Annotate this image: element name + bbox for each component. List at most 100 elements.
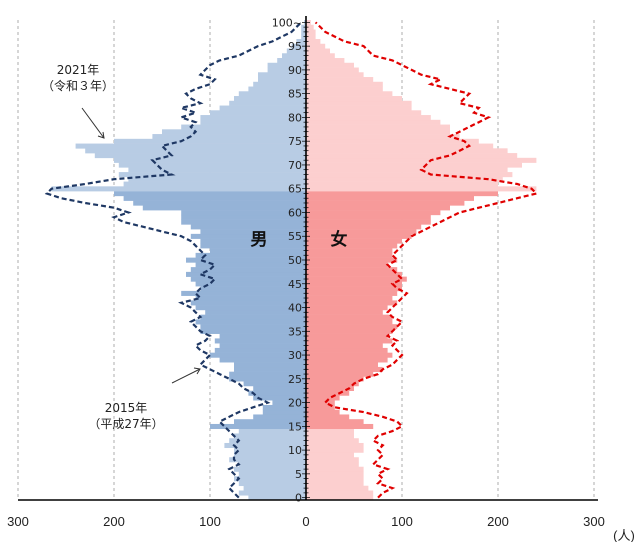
bar-female [306, 81, 383, 87]
bar-female [306, 34, 316, 40]
bar-male [219, 105, 306, 111]
bar-male [114, 157, 306, 163]
bar-female [306, 428, 354, 434]
bar-male [181, 210, 306, 216]
bar-male [200, 119, 306, 125]
bar-male [253, 414, 306, 420]
bar-male [205, 309, 306, 315]
bar-female [306, 466, 364, 472]
bar-female [306, 457, 359, 463]
bar-male [229, 457, 306, 463]
bar-female [306, 72, 364, 78]
age-tick-label: 0 [295, 492, 302, 505]
bar-female [306, 191, 498, 197]
bar-male [234, 447, 306, 453]
bar-female [306, 404, 335, 411]
bar-male [200, 243, 306, 249]
bar-male [234, 452, 306, 458]
annotation-2021-arrow [81, 107, 105, 139]
bar-female [306, 362, 378, 368]
bar-male [234, 433, 306, 439]
bar-female [306, 124, 450, 130]
bar-female [306, 295, 393, 301]
bar-male [123, 195, 306, 201]
bar-female [306, 395, 340, 401]
age-tick-label: 90 [288, 64, 302, 77]
bar-male [229, 100, 306, 106]
bar-female [306, 224, 422, 230]
age-tick-label: 85 [288, 88, 302, 101]
bar-male [219, 357, 306, 363]
age-tick-label: 30 [288, 349, 302, 362]
bar-male [190, 300, 306, 306]
bar-male [195, 252, 306, 258]
bar-male [114, 191, 306, 197]
age-tick-label: 100~ [272, 16, 302, 29]
x-tick-label: 200 [103, 514, 125, 529]
bar-female [306, 243, 398, 249]
bar-male [128, 167, 306, 173]
bar-female [306, 371, 374, 377]
bar-male [195, 262, 306, 268]
bar-male [291, 43, 306, 49]
bar-female [306, 300, 398, 306]
bar-male [133, 200, 306, 206]
lines-2015 [44, 21, 539, 499]
age-tick-label: 15 [288, 420, 302, 433]
bar-male [190, 224, 306, 230]
bar-female [306, 400, 335, 406]
bar-male [181, 290, 306, 296]
bar-male [234, 362, 306, 368]
bar-male [85, 148, 306, 154]
bar-male [118, 172, 306, 178]
bar-male [162, 129, 306, 135]
bar-female [306, 186, 537, 192]
axes: 300 200 100 0 100 200 300 0 5 10 15 20 25 30 35 40 45 50 5… [7, 16, 605, 529]
bar-female [306, 67, 359, 73]
bar-male [234, 366, 306, 372]
bar-female [306, 328, 393, 334]
bar-female [306, 167, 508, 173]
bar-male [195, 305, 306, 311]
bar-male [219, 343, 306, 349]
annotation-2015-arrow [171, 367, 201, 384]
bar-male [219, 333, 306, 339]
bar-male [243, 485, 306, 491]
bar-female [306, 138, 479, 144]
bar-female [306, 143, 494, 149]
bar-female [306, 48, 330, 54]
bar-female [306, 162, 522, 168]
age-tick-label: 35 [288, 325, 302, 338]
bar-female [306, 461, 359, 468]
bar-female [306, 471, 364, 477]
bar-female [306, 238, 402, 244]
bar-female [306, 333, 388, 339]
bar-male [238, 428, 306, 434]
bar-male [152, 134, 306, 140]
bar-female [306, 485, 369, 491]
bar-male [142, 205, 306, 211]
bar-male [238, 480, 306, 487]
bar-female [306, 29, 316, 35]
annotation-2015-year: 2015年 [105, 401, 148, 415]
age-tick-label: 20 [288, 397, 302, 410]
bar-male [210, 423, 306, 430]
bar-male [253, 395, 306, 401]
x-tick-label: 200 [487, 514, 509, 529]
bar-female [306, 442, 364, 449]
bar-female [306, 53, 335, 59]
bar-male [214, 347, 306, 353]
x-tick-label: 100 [391, 514, 413, 529]
bar-male [123, 181, 306, 187]
bar-male [262, 409, 306, 415]
annotation-2015-era: （平成27年） [88, 417, 163, 431]
bar-male [224, 442, 306, 449]
x-tick-label: 0 [302, 514, 309, 529]
bar-female [306, 77, 374, 83]
female-label: 女 [331, 229, 348, 250]
bar-female [306, 86, 383, 92]
bar-female [306, 176, 503, 182]
bar-female [306, 115, 431, 121]
bar-female [306, 414, 350, 420]
